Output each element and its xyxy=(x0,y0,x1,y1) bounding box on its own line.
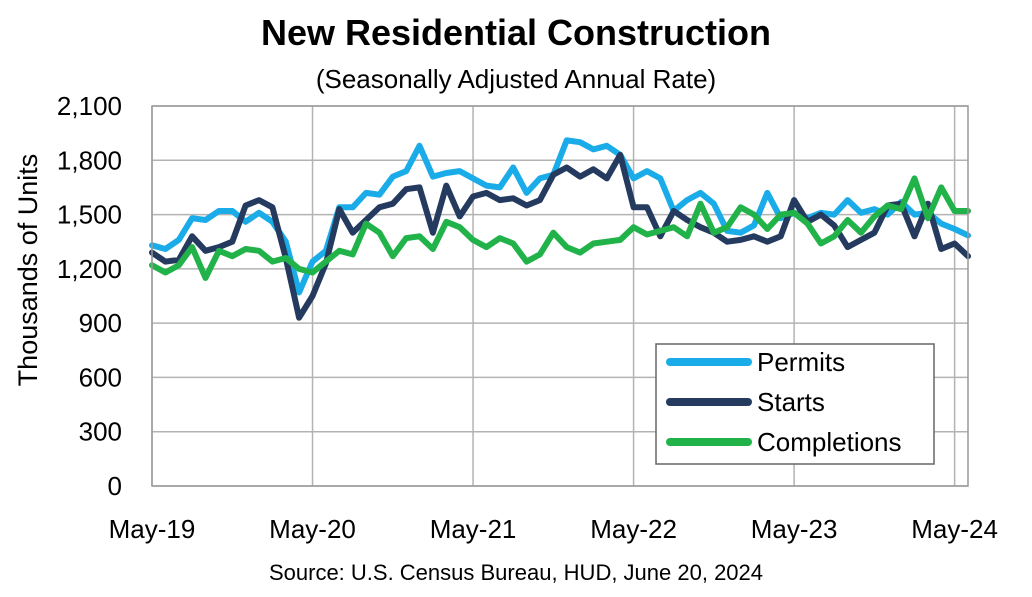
x-tick-label: May-21 xyxy=(430,514,517,544)
y-tick-label: 600 xyxy=(79,362,122,392)
series-line-starts xyxy=(149,151,971,321)
y-tick-label: 2,100 xyxy=(57,91,122,121)
y-tick-label: 1,500 xyxy=(57,200,122,230)
legend-label-completions: Completions xyxy=(757,427,902,457)
chart-subtitle: (Seasonally Adjusted Annual Rate) xyxy=(315,64,717,94)
y-tick-label: 1,800 xyxy=(57,145,122,175)
y-axis-label: Thousands of Units xyxy=(13,154,43,387)
chart-source: Source: U.S. Census Bureau, HUD, June 20… xyxy=(268,560,764,585)
y-tick-label: 1,200 xyxy=(57,254,122,284)
legend: Permits Starts Completions xyxy=(655,343,935,465)
y-tick-label: 300 xyxy=(79,417,122,447)
y-tick-label: 0 xyxy=(108,471,122,501)
series-line-permits xyxy=(149,137,971,296)
y-tick-label: 900 xyxy=(79,308,122,338)
x-tick-label: May-24 xyxy=(911,514,998,544)
legend-label-starts: Starts xyxy=(757,387,825,417)
x-tick-label: May-20 xyxy=(269,514,356,544)
series-line-completions xyxy=(149,175,971,281)
x-tick-label: May-23 xyxy=(751,514,838,544)
plot-area-frame xyxy=(151,105,969,487)
series-lines xyxy=(149,137,971,321)
y-axis-ticks: 0 300 600 900 1,200 1,500 1,800 2,100 xyxy=(57,91,122,501)
legend-label-permits: Permits xyxy=(757,347,845,377)
x-tick-label: May-22 xyxy=(590,514,677,544)
x-axis-ticks: May-19 May-20 May-21 May-22 May-23 May-24 xyxy=(109,514,998,544)
x-tick-label: May-19 xyxy=(109,514,196,544)
chart-title: New Residential Construction xyxy=(260,12,772,53)
